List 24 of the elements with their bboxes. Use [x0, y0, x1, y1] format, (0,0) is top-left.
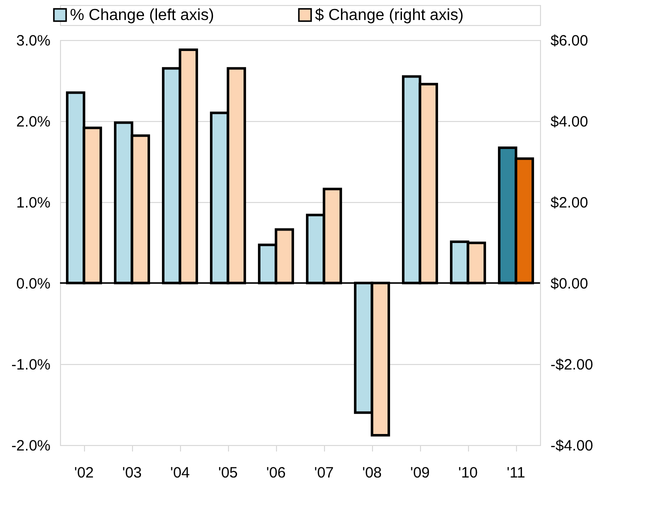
- y-tick-label: 3.0%: [16, 32, 50, 50]
- legend-label: $ Change (right axis): [315, 7, 464, 24]
- y-tick-label: -1.0%: [11, 356, 50, 374]
- legend-label: % Change (left axis): [70, 7, 214, 24]
- x-tick-label: '02: [74, 464, 94, 482]
- y2-tick-label: $2.00: [550, 194, 588, 212]
- y2-tick-label: $6.00: [550, 32, 588, 50]
- x-tick-label: '07: [314, 464, 334, 482]
- x-tick-label: '03: [122, 464, 142, 482]
- x-tick-label: '10: [458, 464, 478, 482]
- x-tick-label: '08: [362, 464, 382, 482]
- y2-tick-label: $4.00: [550, 114, 588, 130]
- x-tick-label: '06: [266, 464, 286, 482]
- y-tick-label: 0.0%: [16, 276, 50, 292]
- x-tick-label: '04: [170, 464, 190, 482]
- y2-tick-label: -$4.00: [550, 438, 594, 454]
- x-tick-label: '11: [506, 464, 526, 482]
- x-tick-label: '05: [218, 464, 238, 482]
- y2-tick-label: -$2.00: [550, 356, 594, 374]
- y-tick-label: -2.0%: [11, 438, 50, 454]
- y2-tick-label: $0.00: [550, 276, 588, 292]
- x-tick-label: '09: [410, 464, 430, 482]
- y-tick-label: 2.0%: [16, 114, 50, 130]
- y-tick-label: 1.0%: [16, 194, 50, 212]
